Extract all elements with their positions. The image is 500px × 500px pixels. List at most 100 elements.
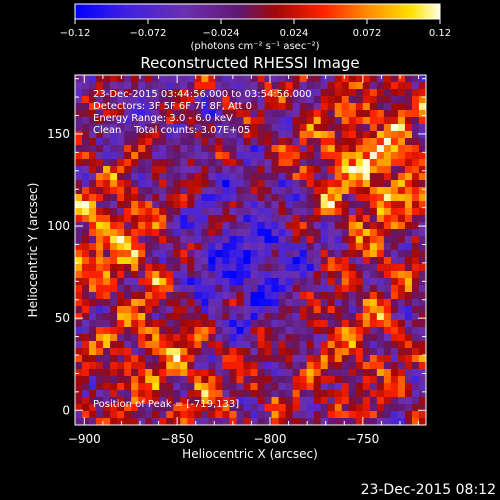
heatmap-cell — [124, 383, 132, 391]
heatmap-cell — [180, 285, 188, 293]
heatmap-cell — [208, 306, 216, 314]
heatmap-cell — [313, 103, 322, 111]
heatmap-cell — [257, 313, 265, 321]
heatmap-cell — [362, 117, 371, 125]
heatmap-cell — [285, 208, 294, 216]
heatmap-cell — [159, 173, 167, 181]
heatmap-cell — [180, 383, 188, 391]
heatmap-cell — [341, 355, 350, 363]
heatmap-cell — [229, 222, 237, 230]
heatmap-cell — [376, 173, 385, 181]
heatmap-cell — [355, 341, 364, 349]
heatmap-cell — [348, 264, 357, 272]
heatmap-cell — [208, 145, 216, 153]
colorbar-tick-label: 0.12 — [429, 28, 451, 39]
heatmap-cell — [250, 166, 258, 174]
heatmap-cell — [82, 138, 90, 146]
heatmap-cell — [271, 124, 279, 132]
heatmap-cell — [180, 320, 188, 328]
heatmap-cell — [75, 159, 83, 167]
heatmap-cell — [103, 306, 111, 314]
heatmap-cell — [131, 299, 139, 307]
heatmap-cell — [341, 117, 350, 125]
heatmap-cell — [236, 173, 244, 181]
heatmap-cell — [96, 306, 104, 314]
heatmap-cell — [411, 404, 420, 412]
heatmap-cell — [194, 208, 202, 216]
heatmap-cell — [75, 348, 83, 356]
heatmap-cell — [376, 327, 385, 335]
heatmap-cell — [355, 327, 364, 335]
heatmap-cell — [117, 138, 125, 146]
heatmap-cell — [89, 271, 97, 279]
heatmap-cell — [201, 222, 209, 230]
heatmap-cell — [320, 306, 329, 314]
heatmap-cell — [131, 222, 139, 230]
heatmap-cell — [103, 75, 111, 83]
heatmap-cell — [236, 124, 244, 132]
heatmap-cell — [159, 369, 167, 377]
heatmap-cell — [278, 285, 286, 293]
heatmap-cell — [306, 313, 315, 321]
heatmap-cell — [180, 369, 188, 377]
heatmap-cell — [257, 250, 265, 258]
heatmap-cell — [208, 124, 216, 132]
heatmap-cell — [103, 229, 111, 237]
heatmap-cell — [397, 124, 406, 132]
heatmap-cell — [145, 229, 153, 237]
heatmap-cell — [152, 327, 160, 335]
heatmap-cell — [89, 327, 97, 335]
heatmap-cell — [131, 117, 139, 125]
heatmap-cell — [236, 376, 244, 384]
heatmap-cell — [313, 404, 322, 412]
heatmap-cell — [348, 278, 357, 286]
heatmap-cell — [201, 341, 209, 349]
heatmap-cell — [222, 201, 230, 209]
heatmap-cell — [145, 313, 153, 321]
heatmap-cell — [383, 404, 392, 412]
heatmap-cell — [313, 313, 322, 321]
heatmap-cell — [243, 89, 251, 97]
heatmap-cell — [117, 383, 125, 391]
heatmap-cell — [362, 390, 371, 398]
heatmap-cell — [292, 271, 301, 279]
heatmap-cell — [215, 236, 223, 244]
heatmap-cell — [75, 355, 83, 363]
heatmap-cell — [411, 180, 420, 188]
heatmap-cell — [96, 299, 104, 307]
heatmap-cell — [383, 271, 392, 279]
heatmap-cell — [250, 418, 258, 425]
heatmap-cell — [327, 96, 336, 104]
heatmap-cell — [152, 306, 160, 314]
heatmap-cell — [341, 208, 350, 216]
heatmap-cell — [278, 236, 286, 244]
heatmap-cell — [110, 236, 118, 244]
heatmap-cell — [299, 341, 308, 349]
heatmap-cell — [215, 355, 223, 363]
heatmap-cell — [250, 271, 258, 279]
heatmap-cell — [194, 383, 202, 391]
heatmap-cell — [180, 257, 188, 265]
heatmap-cell — [103, 376, 111, 384]
heatmap-cell — [271, 75, 279, 83]
heatmap-cell — [348, 243, 357, 251]
heatmap-cell — [187, 138, 195, 146]
heatmap-cell — [124, 194, 132, 202]
heatmap-cell — [397, 334, 406, 342]
heatmap-cell — [418, 159, 426, 167]
heatmap-cell — [313, 194, 322, 202]
heatmap-cell — [96, 334, 104, 342]
heatmap-cell — [166, 257, 174, 265]
heatmap-cell — [348, 411, 357, 419]
heatmap-cell — [299, 229, 308, 237]
heatmap-cell — [348, 110, 357, 118]
heatmap-cell — [145, 124, 153, 132]
heatmap-cell — [117, 82, 125, 90]
heatmap-cell — [397, 264, 406, 272]
heatmap-cell — [222, 124, 230, 132]
heatmap-cell — [131, 292, 139, 300]
heatmap-cell — [404, 117, 413, 125]
heatmap-cell — [173, 82, 181, 90]
heatmap-cell — [334, 187, 343, 195]
heatmap-cell — [369, 145, 378, 153]
